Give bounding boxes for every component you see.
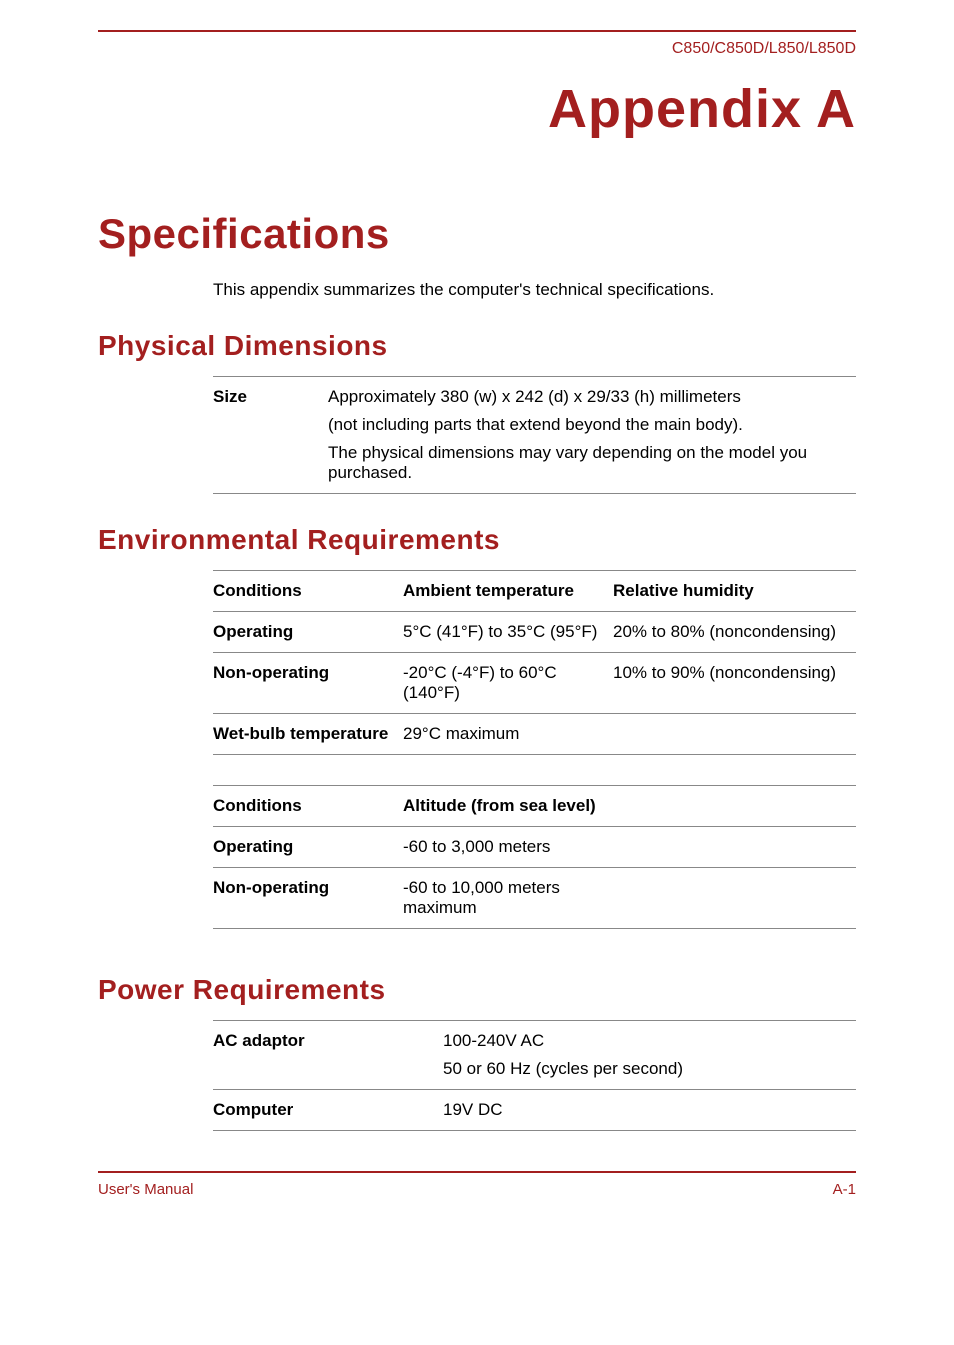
table-header-row: Conditions Ambient temperature Relative …: [213, 571, 856, 612]
column-header: Conditions: [213, 571, 403, 612]
table-row: Non-operating -60 to 10,000 meters maxim…: [213, 868, 856, 929]
cell-value: 10% to 90% (noncondensing): [613, 653, 856, 714]
cell-value: -60 to 10,000 meters maximum: [403, 868, 613, 929]
table-row: Computer 19V DC: [213, 1090, 856, 1131]
section-physical-dimensions: Physical Dimensions: [98, 330, 856, 362]
cell-value: -20°C (-4°F) to 60°C (140°F): [403, 653, 613, 714]
cell-value: [613, 714, 856, 755]
value-line: Approximately 380 (w) x 242 (d) x 29/33 …: [328, 387, 850, 407]
table-row: Non-operating -20°C (-4°F) to 60°C (140°…: [213, 653, 856, 714]
row-label: AC adaptor: [213, 1021, 443, 1090]
value-line: 19V DC: [443, 1100, 850, 1120]
table-row: Size Approximately 380 (w) x 242 (d) x 2…: [213, 377, 856, 494]
value-line: 50 or 60 Hz (cycles per second): [443, 1059, 850, 1079]
table-row: Operating -60 to 3,000 meters: [213, 827, 856, 868]
row-label: Non-operating: [213, 653, 403, 714]
value-line: 100-240V AC: [443, 1031, 850, 1051]
environmental-table-1: Conditions Ambient temperature Relative …: [213, 570, 856, 755]
section-environmental: Environmental Requirements: [98, 524, 856, 556]
column-header: Relative humidity: [613, 571, 856, 612]
row-value: Approximately 380 (w) x 242 (d) x 29/33 …: [328, 377, 856, 494]
cell-value: 29°C maximum: [403, 714, 613, 755]
row-label: Non-operating: [213, 868, 403, 929]
row-value: 19V DC: [443, 1090, 856, 1131]
environmental-table-2: Conditions Altitude (from sea level) Ope…: [213, 785, 856, 929]
cell-value: -60 to 3,000 meters: [403, 827, 613, 868]
table-row: Operating 5°C (41°F) to 35°C (95°F) 20% …: [213, 612, 856, 653]
row-label: Computer: [213, 1090, 443, 1131]
table-row: Wet-bulb temperature 29°C maximum: [213, 714, 856, 755]
column-header: [613, 786, 856, 827]
section-power: Power Requirements: [98, 974, 856, 1006]
row-label: Operating: [213, 827, 403, 868]
column-header: Altitude (from sea level): [403, 786, 613, 827]
cell-value: 5°C (41°F) to 35°C (95°F): [403, 612, 613, 653]
power-table: AC adaptor 100-240V AC 50 or 60 Hz (cycl…: [213, 1020, 856, 1131]
cell-value: [613, 868, 856, 929]
column-header: Conditions: [213, 786, 403, 827]
value-line: The physical dimensions may vary dependi…: [328, 443, 850, 483]
cell-value: [613, 827, 856, 868]
intro-text: This appendix summarizes the computer's …: [213, 280, 856, 300]
page-title: Specifications: [98, 210, 856, 258]
row-label: Wet-bulb temperature: [213, 714, 403, 755]
cell-value: 20% to 80% (noncondensing): [613, 612, 856, 653]
column-header: Ambient temperature: [403, 571, 613, 612]
footer-left: User's Manual: [98, 1181, 193, 1198]
row-label: Operating: [213, 612, 403, 653]
row-value: 100-240V AC 50 or 60 Hz (cycles per seco…: [443, 1021, 856, 1090]
appendix-label: Appendix A: [98, 78, 856, 140]
footer-right: A-1: [833, 1181, 856, 1198]
page-footer: User's Manual A-1: [98, 1171, 856, 1198]
value-line: (not including parts that extend beyond …: [328, 415, 850, 435]
row-label: Size: [213, 377, 328, 494]
table-row: AC adaptor 100-240V AC 50 or 60 Hz (cycl…: [213, 1021, 856, 1090]
table-header-row: Conditions Altitude (from sea level): [213, 786, 856, 827]
header-model: C850/C850D/L850/L850D: [98, 40, 856, 58]
header-divider: [98, 30, 856, 32]
physical-dimensions-table: Size Approximately 380 (w) x 242 (d) x 2…: [213, 376, 856, 494]
